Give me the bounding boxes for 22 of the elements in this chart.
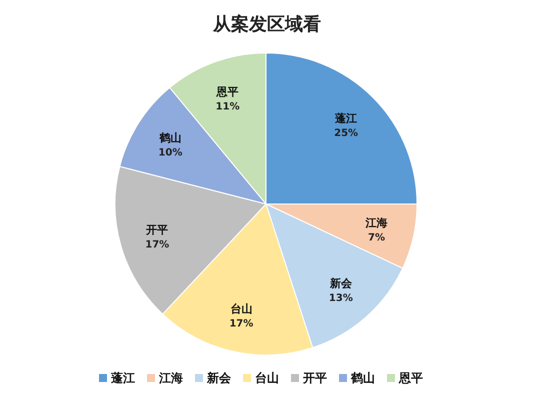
data-label: 17% xyxy=(229,318,254,330)
legend-label: 恩平 xyxy=(398,371,423,385)
slice-label: 台山 xyxy=(230,302,252,316)
data-label: 17% xyxy=(145,240,170,251)
slice-label: 蓬江 xyxy=(334,112,358,125)
data-label: 11% xyxy=(216,101,240,112)
legend-label: 开平 xyxy=(302,371,327,385)
data-label: 25% xyxy=(334,128,358,139)
slice-label: 鹤山 xyxy=(158,131,182,144)
legend-label: 台山 xyxy=(255,371,279,385)
data-label: 13% xyxy=(328,292,353,304)
data-label: 7% xyxy=(368,232,386,244)
legend-label: 江海 xyxy=(158,371,183,385)
legend-label: 蓬江 xyxy=(110,371,135,385)
data-label: 10% xyxy=(158,147,182,158)
legend-label: 鹤山 xyxy=(350,371,375,385)
slice-label: 恩平 xyxy=(216,85,239,98)
legend-label: 新会 xyxy=(206,371,232,385)
slice-label: 开平 xyxy=(145,224,168,237)
chart-title: 从案发区域看 xyxy=(212,14,321,35)
slice-label: 江海 xyxy=(364,216,388,230)
slice-label: 新会 xyxy=(328,276,353,290)
